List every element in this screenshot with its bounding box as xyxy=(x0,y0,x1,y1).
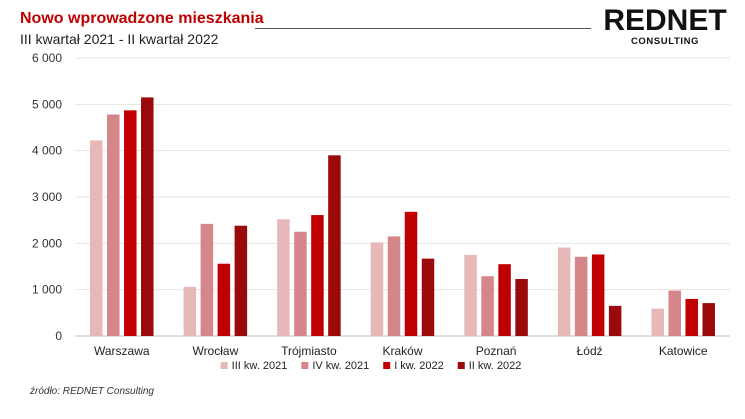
bar xyxy=(217,263,231,336)
y-tick-label: 6 000 xyxy=(32,51,62,65)
bar xyxy=(200,223,214,336)
bar xyxy=(591,254,605,336)
bar xyxy=(668,290,681,336)
bar xyxy=(234,225,248,336)
legend-label: IV kw. 2021 xyxy=(312,360,369,372)
bar xyxy=(685,298,698,336)
company-logo: REDNET CONSULTING xyxy=(600,4,730,48)
y-tick-label: 2 000 xyxy=(32,236,62,250)
bar xyxy=(294,231,307,336)
bar xyxy=(574,256,588,336)
legend-swatch xyxy=(383,362,391,369)
bar xyxy=(183,286,197,336)
bar xyxy=(328,155,341,336)
bar xyxy=(481,276,494,336)
bar xyxy=(557,247,571,336)
bar xyxy=(370,242,384,336)
bar xyxy=(387,236,401,336)
bar xyxy=(498,264,511,336)
x-tick-label: Wrocław xyxy=(192,344,238,358)
bar xyxy=(277,219,290,336)
chart-title: Nowo wprowadzone mieszkania xyxy=(20,10,264,27)
logo-tagline: CONSULTING xyxy=(630,36,700,47)
bar xyxy=(107,114,120,336)
y-tick-label: 3 000 xyxy=(32,190,62,204)
x-tick-label: Kraków xyxy=(382,344,422,358)
chart-subtitle: III kwartał 2021 - II kwartał 2022 xyxy=(20,31,219,47)
bar xyxy=(404,211,418,336)
x-tick-label: Trójmiasto xyxy=(281,344,337,358)
logo-wordmark: REDNET xyxy=(603,4,727,37)
bar xyxy=(608,305,622,336)
source-note: źródło: REDNET Consulting xyxy=(30,386,154,397)
bar xyxy=(651,308,664,336)
y-tick-label: 4 000 xyxy=(32,144,62,158)
y-tick-label: 5 000 xyxy=(32,97,62,111)
bar xyxy=(141,97,154,336)
legend-label: II kw. 2022 xyxy=(469,360,522,372)
bar xyxy=(464,254,477,336)
y-tick-label: 1 000 xyxy=(32,283,62,297)
bar xyxy=(90,140,103,336)
legend-swatch xyxy=(220,362,228,369)
x-tick-label: Warszawa xyxy=(94,344,150,358)
bar xyxy=(421,258,435,336)
x-tick-label: Katowice xyxy=(659,344,708,358)
bar xyxy=(515,279,528,336)
y-tick-label: 0 xyxy=(55,329,62,343)
x-tick-label: Łódź xyxy=(577,344,603,358)
header-divider xyxy=(255,28,591,29)
bar xyxy=(311,215,324,336)
bar xyxy=(702,303,715,336)
legend-swatch xyxy=(301,362,309,369)
legend-swatch xyxy=(457,362,465,369)
legend-label: I kw. 2022 xyxy=(394,360,444,372)
legend-label: III kw. 2021 xyxy=(232,360,288,372)
bar xyxy=(124,110,137,337)
x-tick-label: Poznań xyxy=(476,344,517,358)
